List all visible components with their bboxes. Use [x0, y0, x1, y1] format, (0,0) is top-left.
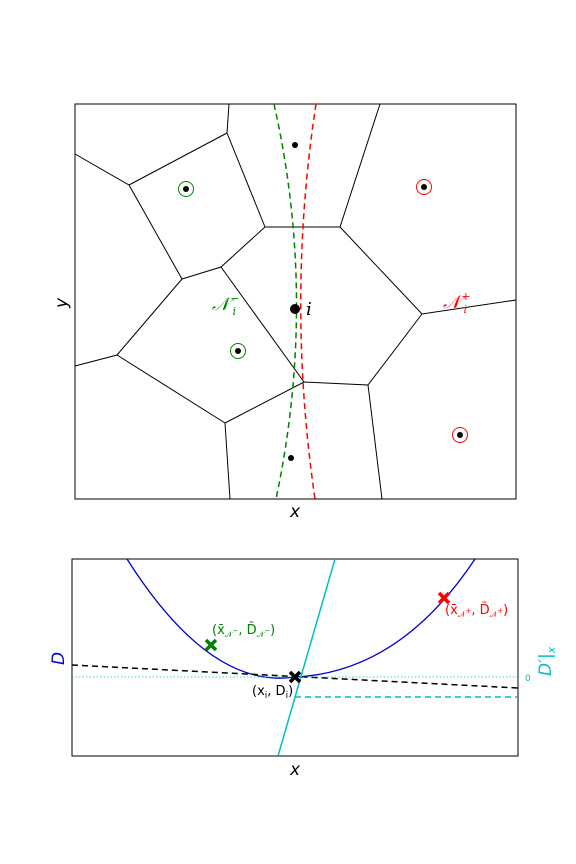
plus-neighbor-site: [416, 179, 432, 195]
minus-average-marker: [204, 638, 218, 652]
neighbors-minus-label: 𝒩− i: [212, 292, 239, 318]
minus-boundary-dashed: [273, 103, 298, 500]
site-dot: [288, 455, 294, 461]
minus-neighbor-site: [178, 181, 194, 197]
center-marker: [288, 670, 302, 684]
profile-panel: (xi, Di) (x̄𝒩−, D̄𝒩−) (x̄𝒩+, D̄𝒩+) 0 x D…: [49, 558, 558, 780]
distance-curve: [126, 559, 476, 679]
derivative-line: [277, 559, 336, 756]
bottom-y-axis-label-left: D: [49, 652, 69, 665]
bottom-x-axis-label: x: [289, 760, 301, 780]
voronoi-frame: [74, 103, 517, 500]
minus-point-label: (x̄𝒩−, D̄𝒩−): [212, 623, 275, 639]
plus-neighbor-site: [452, 427, 468, 443]
plus-average-marker: [437, 591, 451, 605]
cell-i-dot: [290, 304, 300, 314]
minus-neighbor-site: [230, 343, 246, 359]
voronoi-edges: [74, 103, 517, 500]
neighbors-plus-label: 𝒩+ i: [443, 290, 470, 316]
plus-point-label: (x̄𝒩+, D̄𝒩+): [445, 603, 508, 619]
site-dot: [292, 142, 298, 148]
cell-i-label: i: [306, 299, 312, 320]
bottom-y-axis-label-right: D′|x: [536, 646, 558, 676]
top-x-axis-label: x: [289, 502, 301, 522]
voronoi-panel: i 𝒩− i 𝒩+ i x y: [52, 103, 517, 522]
center-point-label: (xi, Di): [252, 684, 293, 701]
top-y-axis-label: y: [52, 297, 72, 309]
plus-boundary-dashed: [300, 103, 317, 500]
derivative-zero-tick: 0: [525, 674, 531, 684]
profile-frame: [71, 558, 519, 757]
